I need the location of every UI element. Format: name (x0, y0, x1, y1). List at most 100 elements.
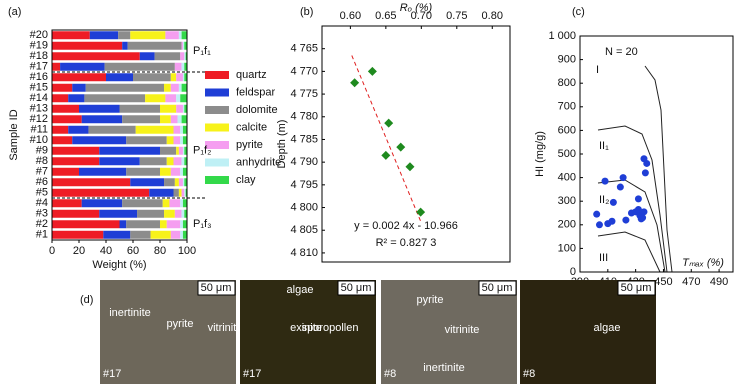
bar-segment (181, 41, 183, 50)
bar-segment (164, 83, 171, 92)
bar-segment (180, 220, 183, 229)
bar-segment (184, 209, 187, 218)
bar-segment (60, 62, 105, 71)
bar-segment (52, 73, 106, 82)
x-tick-label: 20 (73, 245, 85, 257)
bar-segment (126, 167, 160, 176)
x-tick-label: 0.80 (482, 10, 503, 22)
annotation: II₁ (599, 140, 609, 152)
bar-segment (169, 199, 181, 208)
y-tick-label: #6 (36, 176, 48, 188)
x-axis-title: Tₘₐₓ (%) (682, 257, 724, 269)
bar-segment (180, 136, 183, 145)
y-tick-label: 4 790 (290, 156, 318, 168)
scale-box (478, 280, 517, 296)
y-tick-label: 4 805 (290, 224, 318, 236)
bar-segment (52, 220, 120, 229)
y-tick-label: #3 (36, 208, 48, 220)
bar-segment (182, 73, 185, 82)
y-tick-label: #12 (30, 113, 48, 125)
y-tick-label: #7 (36, 166, 48, 178)
bar-segment (81, 115, 123, 124)
bar-segment (122, 199, 163, 208)
x-tick-label: 0.60 (340, 10, 361, 22)
bar-segment (149, 188, 174, 197)
bar-segment (180, 199, 183, 208)
bar-segment (139, 157, 167, 166)
bar-segment (145, 94, 166, 103)
panel-label: (b) (300, 6, 313, 18)
panel-label: (c) (572, 6, 585, 18)
y-axis-title: Sample ID (8, 109, 20, 160)
bar-segment (52, 41, 123, 50)
legend-label: quartz (236, 69, 267, 81)
annotation: R² = 0.827 3 (376, 237, 437, 249)
data-point (634, 195, 642, 203)
img-label: #8 (523, 368, 535, 380)
bar-segment (173, 188, 179, 197)
bar-segment (89, 31, 119, 40)
y-tick-label: #9 (36, 145, 48, 157)
micrograph (240, 280, 376, 384)
bar-segment (178, 188, 182, 197)
y-tick-label: 300 (558, 195, 576, 207)
bar-segment (126, 220, 160, 229)
img-label: inertinite (423, 362, 465, 374)
bar-segment (154, 52, 181, 61)
bar-segment (182, 220, 187, 229)
bar-segment (166, 157, 174, 166)
bar-segment (68, 125, 89, 134)
bar-segment (88, 125, 136, 134)
bar-segment (181, 188, 185, 197)
bar-segment (184, 62, 187, 71)
data-point (619, 174, 627, 182)
img-label: #17 (243, 368, 261, 380)
bar-segment (184, 178, 187, 187)
data-point (641, 169, 649, 177)
x-tick-label: 0.70 (411, 10, 432, 22)
y-tick-label: #4 (36, 197, 48, 209)
bar-segment (160, 167, 171, 176)
bar-segment (182, 178, 185, 187)
y-tick-label: 200 (558, 219, 576, 231)
bar-segment (180, 94, 187, 103)
annotation: I (596, 64, 599, 76)
bar-segment (52, 167, 79, 176)
bar-segment (178, 178, 183, 187)
bar-segment (181, 157, 185, 166)
bar-segment (81, 199, 123, 208)
bar-segment (184, 41, 187, 50)
bar-segment (184, 146, 187, 155)
bar-segment (178, 146, 183, 155)
bar-segment (182, 104, 185, 113)
bar-segment (122, 41, 128, 50)
data-point (384, 118, 394, 128)
bar-segment (180, 125, 183, 134)
bar-segment (130, 31, 166, 40)
bar-segment (181, 115, 187, 124)
legend-label: dolomite (236, 104, 278, 116)
bar-segment (72, 83, 86, 92)
y-tick-label: 4 800 (290, 201, 318, 213)
bar-segment (180, 52, 185, 61)
x-tick-label: 60 (127, 245, 139, 257)
img-label: vitrinite (445, 324, 480, 336)
scale-box (617, 280, 656, 296)
y-tick-label: #15 (30, 82, 48, 94)
bar-segment (52, 230, 104, 239)
bar-segment (135, 125, 174, 134)
scale-label: 50 μm (201, 282, 232, 294)
bar-segment (126, 136, 167, 145)
y-tick-label: 100 (558, 242, 576, 254)
scale-box (197, 280, 236, 296)
bar-segment (182, 199, 187, 208)
bar-segment (137, 209, 165, 218)
bar-segment (130, 230, 151, 239)
x-tick-label: 0.75 (446, 10, 467, 22)
bar-segment (164, 209, 175, 218)
formation-label: P₁f₃ (193, 218, 212, 230)
bar-segment (52, 199, 82, 208)
bar-segment (99, 157, 140, 166)
bar-segment (160, 104, 177, 113)
bar-segment (52, 125, 69, 134)
